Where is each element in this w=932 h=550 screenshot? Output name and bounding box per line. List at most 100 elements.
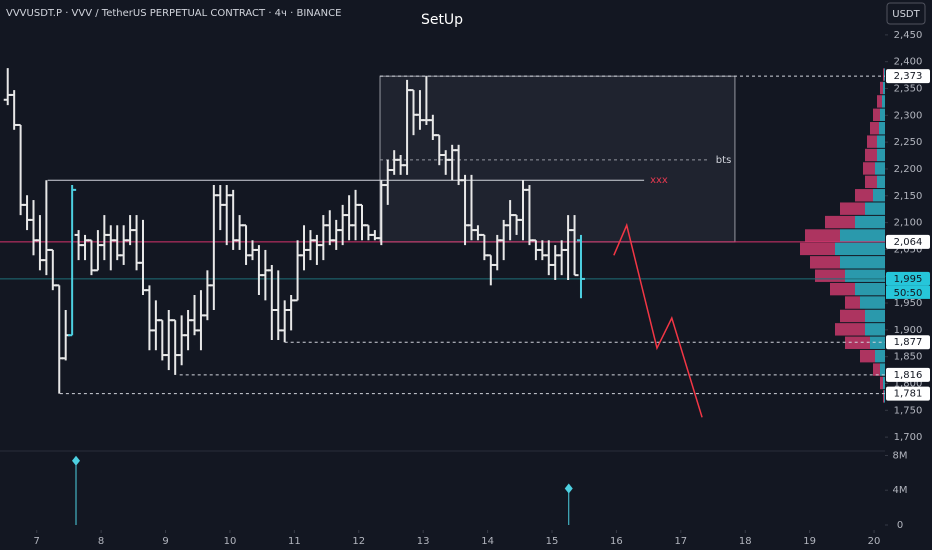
profile-sell xyxy=(860,349,875,363)
currency-label[interactable]: USDT xyxy=(892,9,920,20)
currency-button[interactable] xyxy=(886,2,926,25)
symbol-info: VVVUSDT.P · VVV / TetherUS PERPETUAL CON… xyxy=(6,8,341,19)
profile-buy xyxy=(845,269,885,282)
y-tick-label: 2,150 xyxy=(894,191,923,202)
profile-sell xyxy=(800,242,835,256)
profile-buy xyxy=(870,336,885,349)
profile-buy xyxy=(875,349,885,363)
y-tick-label: 1,850 xyxy=(894,352,923,363)
profile-buy xyxy=(873,189,885,202)
price-label: 1,877 xyxy=(894,337,923,348)
price-label: 2,373 xyxy=(894,71,923,82)
x-tick-label: 7 xyxy=(34,536,40,547)
profile-sell xyxy=(863,162,875,175)
y-tick-label: 2,250 xyxy=(894,137,923,148)
price-label-box xyxy=(886,335,930,350)
x-tick-label: 14 xyxy=(481,536,494,547)
profile-sell xyxy=(810,256,840,269)
profile-sell xyxy=(873,363,880,376)
profile-buy xyxy=(884,390,885,403)
profile-sell xyxy=(805,229,840,242)
profile-buy xyxy=(860,296,885,309)
profile-buy xyxy=(883,376,885,390)
price-label-box xyxy=(886,386,930,401)
annotation-label: bts xyxy=(716,155,731,166)
profile-buy xyxy=(865,202,885,215)
setup-zone xyxy=(379,75,736,243)
chart-title: SetUp xyxy=(421,12,463,28)
profile-sell xyxy=(873,108,880,122)
y-tick-label: 1,900 xyxy=(894,325,923,336)
price-label-box xyxy=(886,69,930,84)
price-label: 1,995 xyxy=(894,274,923,285)
profile-buy xyxy=(880,108,885,122)
profile-buy xyxy=(883,81,885,95)
profile-sell xyxy=(845,296,860,309)
profile-sell xyxy=(865,148,877,162)
profile-sell xyxy=(835,323,865,336)
price-label: 1,816 xyxy=(894,370,923,381)
y-tick-label: 1,800 xyxy=(894,378,923,389)
profile-buy xyxy=(835,242,885,256)
profile-sell xyxy=(845,336,870,349)
profile-buy xyxy=(875,162,885,175)
y-tick-label: 1,700 xyxy=(894,432,923,443)
profile-sell xyxy=(840,202,865,215)
price-label: 1,781 xyxy=(894,389,923,400)
profile-sell xyxy=(855,189,873,202)
countdown-box xyxy=(886,285,930,299)
x-tick-label: 15 xyxy=(546,536,559,547)
x-tick-label: 10 xyxy=(224,536,237,547)
price-label-box xyxy=(886,271,930,286)
profile-sell xyxy=(877,95,882,108)
y-tick-label: 2,050 xyxy=(894,244,923,255)
price-label: 2,064 xyxy=(894,237,923,248)
y-tick-label: 2,450 xyxy=(894,30,923,41)
profile-sell xyxy=(825,215,855,229)
x-tick-label: 18 xyxy=(739,536,752,547)
y-tick-label: 2,300 xyxy=(894,110,923,121)
volume-tick-label: 4M xyxy=(893,485,908,496)
profile-sell xyxy=(840,309,865,323)
annotation-label: xxx xyxy=(650,175,668,186)
x-tick-label: 11 xyxy=(288,536,301,547)
x-tick-label: 19 xyxy=(803,536,816,547)
profile-buy xyxy=(877,175,885,189)
profile-sell xyxy=(865,175,877,189)
profile-buy xyxy=(865,309,885,323)
volume-marker xyxy=(72,455,81,466)
projection-path xyxy=(613,222,703,418)
profile-buy xyxy=(879,122,885,135)
profile-buy xyxy=(840,229,885,242)
profile-buy xyxy=(884,68,885,81)
x-tick-label: 9 xyxy=(162,536,168,547)
price-label-box xyxy=(886,234,930,249)
price-label-box xyxy=(886,367,930,382)
x-tick-label: 13 xyxy=(417,536,430,547)
volume-tick-label: 0 xyxy=(897,520,903,531)
y-tick-label: 2,200 xyxy=(894,164,923,175)
x-tick-label: 20 xyxy=(868,536,881,547)
y-tick-label: 1,950 xyxy=(894,298,923,309)
x-tick-label: 16 xyxy=(610,536,623,547)
profile-buy xyxy=(840,256,885,269)
profile-sell xyxy=(870,122,879,135)
y-tick-label: 2,400 xyxy=(894,57,923,68)
x-tick-label: 8 xyxy=(98,536,104,547)
profile-sell xyxy=(830,282,855,296)
y-tick-label: 1,750 xyxy=(894,405,923,416)
profile-buy xyxy=(880,363,885,376)
profile-sell xyxy=(880,81,883,95)
profile-sell xyxy=(815,269,845,282)
profile-buy xyxy=(865,323,885,336)
profile-buy xyxy=(877,135,885,148)
profile-buy xyxy=(855,215,885,229)
volume-marker xyxy=(564,483,573,494)
profile-sell xyxy=(880,376,883,390)
y-tick-label: 2,100 xyxy=(894,218,923,229)
profile-buy xyxy=(877,148,885,162)
profile-sell xyxy=(867,135,877,148)
